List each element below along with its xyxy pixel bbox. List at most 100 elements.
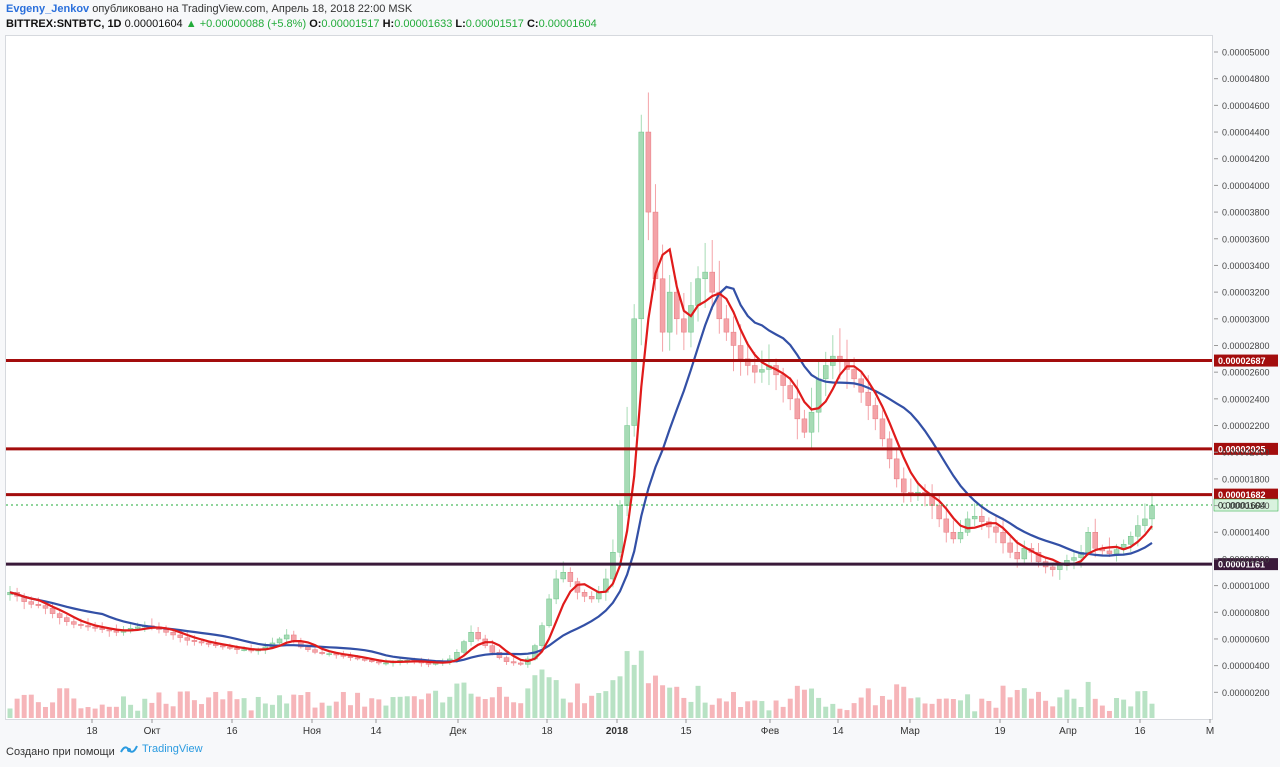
volume-bar (1128, 706, 1134, 718)
candle-body (319, 652, 325, 654)
candle-body (369, 660, 375, 662)
volume-bar (199, 704, 204, 718)
candle-body (1127, 535, 1134, 545)
horizontal-levels[interactable]: 0.00002687 0.00002025 0.00001682 0.00001161… (6, 354, 1279, 571)
candle-body (865, 391, 872, 406)
volume-bar (475, 696, 481, 718)
symbol-name[interactable]: BITTREX:SNTBTC, 1D (6, 18, 122, 30)
volume-bar (695, 685, 701, 718)
volume-bar (461, 682, 467, 718)
candle-body (851, 369, 857, 380)
volume-bar (326, 705, 332, 718)
candle-body (212, 644, 219, 646)
volume-bar (865, 688, 871, 718)
volume-bar (816, 697, 822, 718)
volume-bar (234, 699, 240, 718)
candle-body (35, 604, 42, 606)
candle-body (666, 291, 673, 333)
volume-bar (333, 701, 339, 718)
volume-bar (851, 703, 857, 718)
price-level-label: 0.00001161 (1218, 560, 1265, 570)
candle-body (475, 632, 481, 640)
volume-bar (262, 703, 268, 718)
price-chart[interactable]: 0.00002687 0.00002025 0.00001682 0.00001161… (0, 0, 1280, 738)
volume-bar (858, 697, 864, 718)
volume-bar (511, 702, 517, 718)
candle-body (638, 131, 645, 320)
candle-body (744, 358, 751, 366)
tradingview-logo-icon (120, 745, 138, 753)
candle-body (28, 601, 35, 605)
candle-body (695, 278, 701, 306)
volume-bar (50, 702, 56, 718)
candle-body (1007, 542, 1013, 553)
candle-body (1142, 518, 1148, 526)
volume-bar (667, 687, 673, 718)
volume-bar (362, 706, 368, 718)
author-link[interactable]: Evgeny_Jenkov (6, 3, 90, 15)
volume-bar (426, 693, 431, 718)
volume-bar (390, 697, 396, 718)
volume-bar (631, 664, 637, 718)
volume-bar (269, 704, 275, 718)
candle-body (191, 640, 198, 642)
volume-bar (121, 696, 126, 718)
candle-body (134, 626, 141, 629)
y-tick-label: 0.00002200 (1222, 421, 1270, 431)
volume-bar (1106, 710, 1112, 718)
volume-bar (177, 691, 183, 718)
volume-bar (1092, 698, 1098, 718)
volume-bar (801, 689, 807, 718)
candle-body (468, 632, 474, 642)
candle-body (1092, 531, 1098, 549)
time-axis[interactable]: 18 Окт 16 Ноя 14 Дек 18 2018 15 Фев 14 Мар 19 Апр 16 М (86, 719, 1214, 737)
volume-bar (809, 688, 815, 718)
volume-bar (1121, 699, 1127, 718)
y-tick-label: 0.00002400 (1222, 394, 1270, 404)
volume-bar (560, 698, 566, 718)
volume-bar (1000, 685, 1006, 718)
volume-bar (787, 698, 793, 718)
y-tick-label: 0.00001400 (1222, 528, 1270, 538)
x-tick-label: 15 (680, 726, 692, 737)
volume-bar (1043, 700, 1049, 718)
volume-bar (106, 706, 112, 718)
y-tick-label: 0.00001200 (1222, 554, 1270, 564)
y-tick-label: 0.00000400 (1222, 661, 1270, 671)
price-axis[interactable]: 0.00000200 0.00000400 0.00000600 0.00000800… (1214, 48, 1270, 698)
candle-body (1000, 531, 1006, 544)
high-value: 0.00001633 (394, 18, 453, 30)
volume-bar (42, 706, 48, 718)
y-tick-label: 0.00004400 (1222, 128, 1270, 138)
x-tick-label: Ноя (303, 726, 321, 737)
candle-body (936, 505, 942, 520)
volume-bar (99, 704, 105, 718)
candle-body (872, 405, 879, 420)
high-label: H: (382, 18, 395, 30)
volume-bar (191, 700, 197, 718)
volume-bar (660, 685, 666, 718)
candle-body (461, 641, 467, 653)
candle-body (645, 131, 652, 213)
candle-body (78, 624, 84, 626)
volume-bar (936, 698, 942, 718)
volume-bar (149, 702, 155, 718)
candle-body (588, 596, 595, 600)
price-level-label: 0.00002687 (1218, 356, 1266, 366)
candle-body (354, 657, 361, 660)
price-level-label: 0.00002025 (1218, 444, 1266, 454)
x-tick-label: 16 (1134, 726, 1146, 737)
candle-body (510, 661, 517, 664)
volume-bar (525, 688, 531, 718)
volume-bar (972, 711, 978, 718)
candle-body (723, 318, 730, 333)
volume-bar (674, 686, 680, 718)
x-tick-label: 19 (994, 726, 1006, 737)
volume-bar (610, 680, 616, 718)
y-tick-label: 0.00003400 (1222, 261, 1270, 271)
volume-bar (617, 676, 623, 718)
candle-body (971, 515, 978, 520)
candle-body (993, 526, 999, 533)
tradingview-brand[interactable]: TradingView (120, 742, 203, 756)
y-tick-label: 0.00002600 (1222, 368, 1270, 378)
